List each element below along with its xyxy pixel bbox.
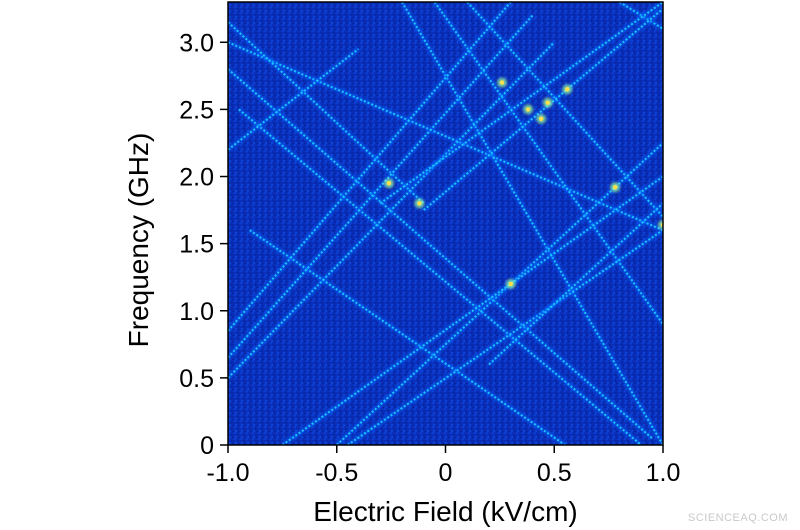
resonance-line-4: [465, 2, 663, 219]
x-axis-label: Electric Field (kV/cm): [313, 496, 577, 527]
bright-spot-5: [610, 182, 621, 193]
y-tick-label: 1.0: [179, 298, 214, 326]
resonance-line-9: [228, 40, 557, 380]
resonance-line-14: [280, 174, 663, 445]
y-tick-label: 0: [200, 432, 214, 460]
y-tick-label: 3.0: [179, 29, 214, 57]
x-tick-label: 0.5: [537, 459, 572, 487]
bright-spot-2: [536, 113, 547, 124]
resonance-line-10: [228, 13, 535, 360]
bright-spot-4: [414, 198, 425, 209]
bright-spot-7: [505, 278, 516, 289]
bright-spot-9: [542, 97, 553, 108]
x-tick-label: 0: [439, 459, 453, 487]
resonance-line-5: [248, 228, 567, 445]
resonance-line-13: [346, 228, 663, 445]
x-axis-ticks: -1.0 -0.5 0 0.5 1.0: [206, 445, 680, 487]
x-tick-label: -1.0: [206, 459, 249, 487]
bright-spot-1: [523, 104, 534, 115]
resonance-line-3: [432, 2, 663, 326]
x-tick-label: -0.5: [315, 459, 358, 487]
y-tick-label: 2.5: [179, 96, 214, 124]
y-axis-label: Frequency (GHz): [123, 133, 154, 348]
y-tick-label: 2.0: [179, 164, 214, 192]
bright-spot-0: [497, 77, 508, 88]
x-tick-label: 1.0: [646, 459, 681, 487]
y-tick-label: 1.5: [179, 231, 214, 259]
watermark: SCIENCEAQ.COM: [687, 512, 788, 524]
resonance-line-16: [422, 6, 663, 212]
y-axis-ticks: 0 0.5 1.0 1.5 2.0 2.5 3.0: [179, 29, 228, 460]
y-tick-label: 0.5: [179, 365, 214, 393]
resonance-line-17: [487, 201, 663, 367]
heatmap-lines: [228, 2, 663, 445]
resonance-line-18: [228, 47, 361, 152]
bright-spot-3: [562, 84, 573, 95]
bright-spot-8: [383, 178, 394, 189]
resonance-line-6: [237, 107, 643, 445]
heatmap-bright-spots: [383, 77, 663, 289]
resonance-line-15: [378, 2, 663, 206]
resonance-line-11: [228, 2, 513, 333]
resonance-line-0: [228, 39, 663, 233]
resonance-line-7: [228, 67, 654, 441]
